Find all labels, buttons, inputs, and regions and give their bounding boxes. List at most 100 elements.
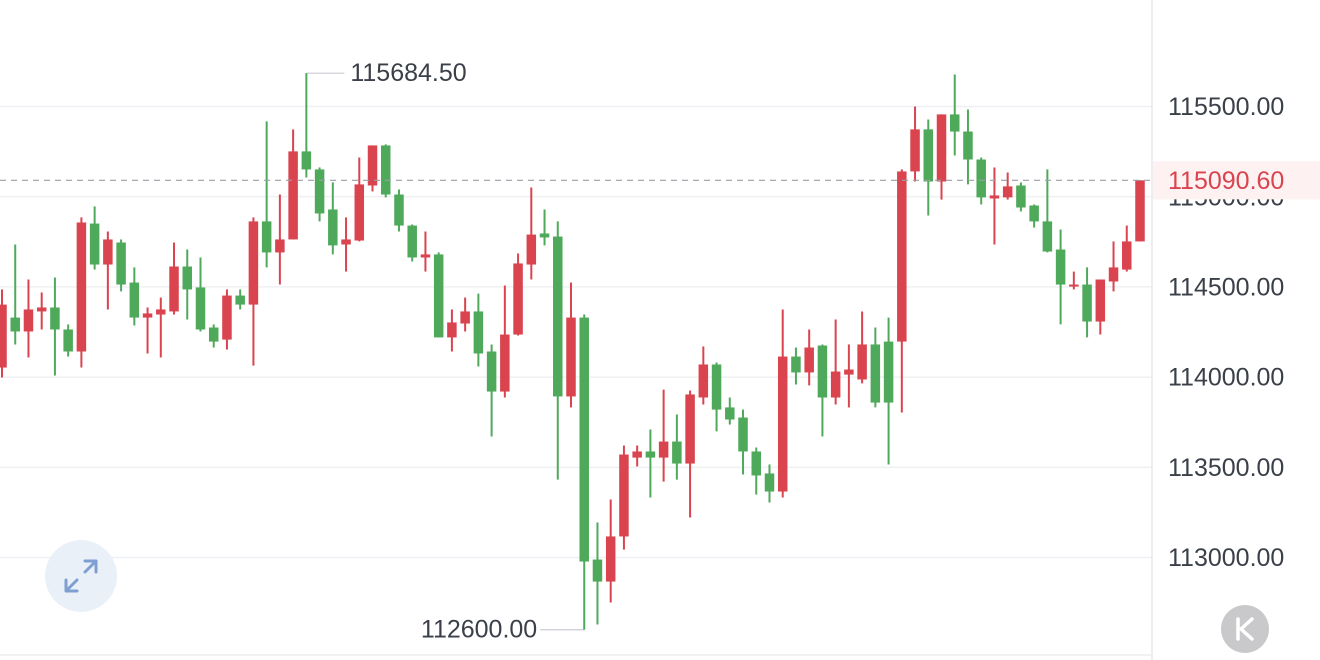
candle-body xyxy=(129,282,140,318)
expand-button-bg[interactable] xyxy=(45,540,117,612)
candle-body xyxy=(989,195,1000,199)
candle-body xyxy=(923,129,934,182)
candle-body xyxy=(592,559,603,582)
candle-body xyxy=(817,345,828,398)
candle-body xyxy=(36,307,47,312)
y-tick-label: 114500.00 xyxy=(1168,274,1284,302)
candles xyxy=(0,73,1145,630)
expand-icon xyxy=(64,559,98,593)
candle-body xyxy=(63,329,73,352)
candle-body xyxy=(328,209,338,246)
candle-body xyxy=(447,322,457,338)
candle-body xyxy=(354,184,365,241)
candle-body xyxy=(658,441,669,458)
last-price: 115090.60 xyxy=(0,161,1320,200)
candle-body xyxy=(910,129,920,172)
candle-body xyxy=(142,313,153,318)
candle-body xyxy=(407,225,417,258)
candle-body xyxy=(963,131,973,160)
candle-body xyxy=(261,221,272,253)
candle-body xyxy=(725,407,735,420)
candle-body xyxy=(235,295,245,305)
candle-body xyxy=(1029,205,1039,222)
candle-body xyxy=(0,304,7,368)
candle-body xyxy=(314,169,325,214)
candle-body xyxy=(539,233,550,238)
candle-body xyxy=(619,454,629,537)
y-tick-label: 113500.00 xyxy=(1168,454,1284,482)
candle-body xyxy=(486,351,497,392)
candle-body xyxy=(976,159,986,198)
candle-body xyxy=(1082,284,1092,322)
candle-body xyxy=(76,222,87,352)
annotation-label: 115684.50 xyxy=(350,59,466,87)
candle-body xyxy=(433,254,444,338)
candle-body xyxy=(275,239,285,253)
candle-body xyxy=(169,266,179,312)
candle-body xyxy=(103,239,113,265)
candle-body xyxy=(1135,180,1145,242)
candle-body xyxy=(777,356,788,492)
candle-body xyxy=(526,234,537,265)
candle-body xyxy=(830,371,841,398)
candle-body xyxy=(208,327,219,342)
y-tick-label: 113000.00 xyxy=(1168,544,1284,572)
annotations: 115684.50 112600.00 xyxy=(306,59,585,643)
candle-body xyxy=(698,364,709,398)
candle-body xyxy=(791,356,801,373)
candle-body xyxy=(513,263,523,335)
candle-body xyxy=(1042,221,1053,252)
candle-body xyxy=(367,145,378,186)
candle-body xyxy=(1002,186,1013,198)
candle-body xyxy=(1069,284,1079,287)
candle-body xyxy=(116,242,126,285)
candle-body xyxy=(645,451,656,458)
kline-button[interactable] xyxy=(1221,605,1269,653)
candle-body xyxy=(553,236,563,397)
y-tick-label: 114000.00 xyxy=(1168,364,1284,392)
candle-body xyxy=(288,151,298,240)
candle-body xyxy=(897,171,907,342)
candle-body xyxy=(949,114,960,132)
candle-body xyxy=(883,341,894,403)
candle-body xyxy=(605,536,616,582)
kline-icon xyxy=(1236,617,1254,641)
candle-body xyxy=(23,309,34,332)
candle-body xyxy=(738,417,748,452)
candle-body xyxy=(10,317,20,332)
candle-body xyxy=(182,266,193,290)
candle-body xyxy=(301,151,312,170)
candle-body xyxy=(1122,241,1132,270)
candle-body xyxy=(394,194,404,226)
candle-body xyxy=(804,347,814,373)
y-axis: 113000.00 113500.00 114000.00 114500.00 1150… xyxy=(1168,93,1284,572)
candle-body xyxy=(500,334,510,392)
candle-body xyxy=(844,369,854,375)
candle-body xyxy=(156,309,166,315)
candle-body xyxy=(672,441,682,464)
candle-body xyxy=(711,364,722,410)
candle-body xyxy=(936,114,947,182)
candle-body xyxy=(1095,279,1106,322)
expand-button[interactable] xyxy=(45,540,117,612)
last-price-bg xyxy=(1153,161,1320,200)
candle-body xyxy=(50,307,60,330)
candle-body xyxy=(857,344,867,380)
candle-body xyxy=(751,451,762,476)
kline-button-bg[interactable] xyxy=(1221,605,1269,653)
candle-body xyxy=(566,317,576,397)
candle-body xyxy=(1016,185,1026,208)
last-price-label: 115090.60 xyxy=(1168,167,1284,195)
candle-body xyxy=(1108,267,1119,282)
candle-body xyxy=(248,221,259,305)
candle-body xyxy=(579,317,589,562)
candle-body xyxy=(195,287,206,330)
candle-body xyxy=(341,239,351,245)
candle-body xyxy=(870,344,881,403)
candle-body xyxy=(222,295,232,340)
candle-body xyxy=(380,145,391,195)
candle-body xyxy=(764,473,775,492)
